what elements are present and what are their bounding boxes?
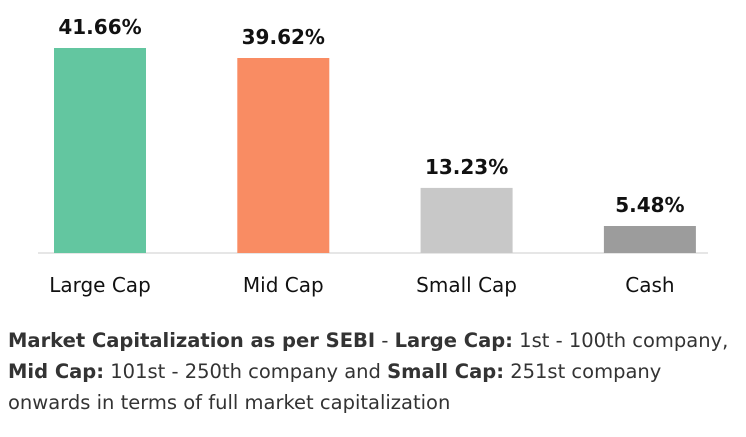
category-label-large-cap: Large Cap bbox=[49, 273, 151, 297]
bar-mid-cap bbox=[237, 58, 330, 253]
market-cap-note: Market Capitalization as per SEBI - Larg… bbox=[8, 325, 738, 418]
value-label-large-cap: 41.66% bbox=[58, 15, 141, 39]
note-small-cap-label: Small Cap: bbox=[387, 360, 505, 383]
note-mid-cap-label: Mid Cap: bbox=[8, 360, 105, 383]
value-label-cash: 5.48% bbox=[615, 193, 684, 217]
note-small-cap-text: 251st company onwards in terms of full m… bbox=[8, 360, 662, 414]
category-label-cash: Cash bbox=[625, 273, 674, 297]
bar-large-cap bbox=[54, 48, 146, 253]
bar-small-cap bbox=[420, 187, 513, 253]
note-heading: Market Capitalization as per SEBI bbox=[8, 329, 376, 352]
category-label-mid-cap: Mid Cap bbox=[243, 273, 324, 297]
bar-chart: 41.66% Large Cap 39.62% Mid Cap 13.23% Small … bbox=[38, 15, 708, 297]
note-large-cap-text: 1st - 100th company, bbox=[512, 329, 729, 352]
category-label-small-cap: Small Cap bbox=[416, 273, 517, 297]
value-label-mid-cap: 39.62% bbox=[242, 25, 325, 49]
note-large-cap-label: Large Cap: bbox=[394, 329, 513, 352]
note-separator: - bbox=[375, 329, 395, 352]
note-mid-cap-text: 101st - 250th company and bbox=[104, 360, 388, 383]
value-label-small-cap: 13.23% bbox=[425, 155, 508, 179]
bar-cash bbox=[603, 226, 696, 253]
